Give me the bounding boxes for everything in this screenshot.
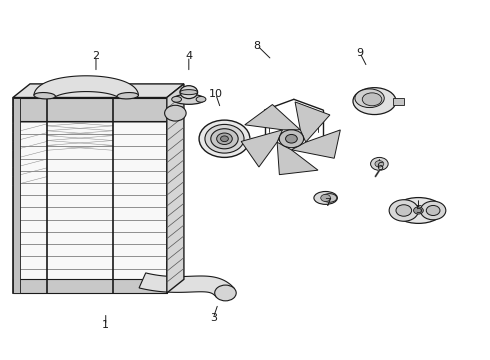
Polygon shape [295, 102, 330, 142]
Circle shape [286, 134, 297, 143]
Polygon shape [13, 84, 184, 98]
Polygon shape [167, 84, 184, 293]
Circle shape [396, 205, 412, 216]
Polygon shape [139, 273, 235, 297]
Circle shape [375, 161, 384, 167]
Polygon shape [13, 279, 167, 293]
Ellipse shape [353, 87, 396, 114]
Polygon shape [277, 142, 318, 175]
Ellipse shape [196, 96, 206, 102]
Circle shape [165, 105, 186, 121]
Text: 2: 2 [93, 51, 99, 61]
Polygon shape [292, 130, 341, 158]
Ellipse shape [394, 198, 443, 224]
Text: 7: 7 [324, 198, 332, 208]
Polygon shape [13, 98, 20, 293]
Circle shape [215, 285, 236, 301]
Circle shape [370, 157, 388, 170]
Polygon shape [13, 98, 167, 121]
Circle shape [321, 194, 331, 202]
Bar [393, 98, 404, 105]
Polygon shape [245, 104, 300, 130]
Polygon shape [13, 98, 167, 293]
Polygon shape [241, 130, 283, 167]
Circle shape [211, 129, 238, 149]
Text: 9: 9 [356, 48, 364, 58]
Circle shape [205, 125, 244, 153]
Text: 10: 10 [209, 89, 222, 99]
Text: 4: 4 [185, 51, 193, 61]
Ellipse shape [314, 192, 337, 204]
Circle shape [420, 201, 446, 220]
Text: 8: 8 [254, 41, 261, 50]
Circle shape [180, 86, 197, 99]
Ellipse shape [172, 96, 181, 102]
Circle shape [389, 200, 418, 221]
Circle shape [220, 136, 228, 141]
Circle shape [217, 133, 232, 144]
Polygon shape [34, 76, 139, 97]
Circle shape [279, 130, 304, 148]
Text: 3: 3 [210, 313, 217, 323]
Ellipse shape [355, 89, 384, 108]
Ellipse shape [173, 94, 205, 104]
Ellipse shape [180, 90, 197, 95]
Circle shape [414, 207, 423, 214]
Ellipse shape [362, 93, 382, 106]
Circle shape [199, 120, 250, 157]
Text: 1: 1 [102, 320, 109, 330]
Ellipse shape [117, 93, 139, 99]
Text: 6: 6 [376, 162, 383, 172]
Text: 5: 5 [415, 206, 422, 216]
Ellipse shape [322, 194, 337, 202]
Ellipse shape [34, 93, 55, 99]
Circle shape [426, 206, 440, 216]
